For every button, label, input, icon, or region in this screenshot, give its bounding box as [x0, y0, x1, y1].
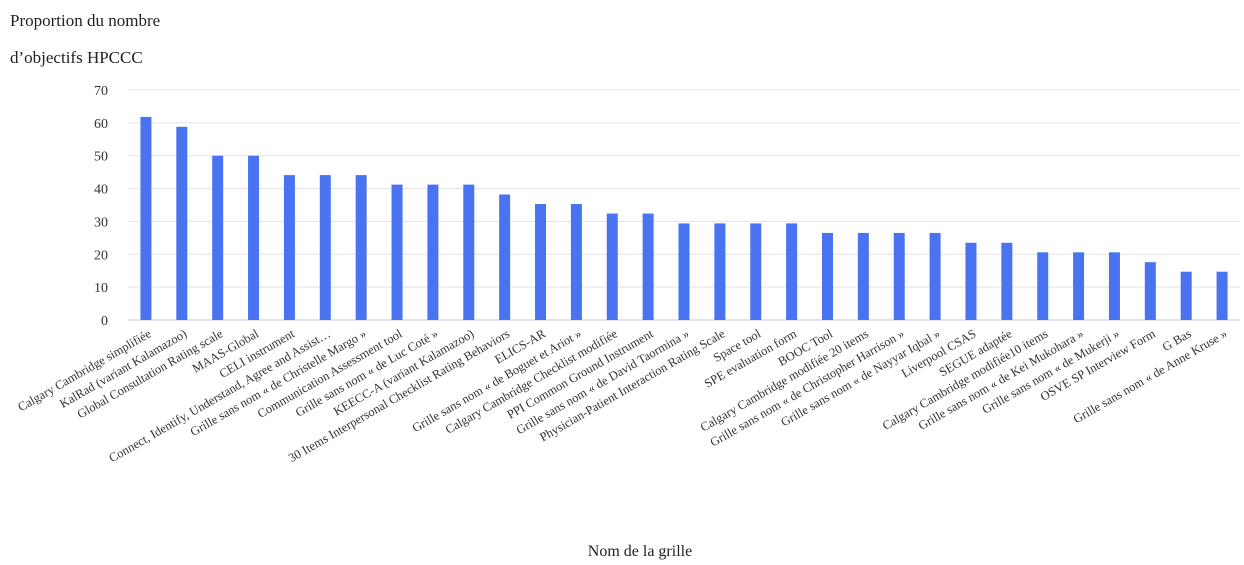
y-axis-ticks: 0 10 20 30 40 50 60 70 [94, 84, 108, 329]
bar [642, 213, 654, 320]
bar [355, 175, 367, 320]
y-axis-title-line1: Proportion du nombre [10, 11, 160, 30]
y-tick-label: 30 [94, 215, 108, 230]
bar [1144, 262, 1156, 320]
bar [499, 194, 511, 320]
bar [678, 223, 690, 320]
bar [857, 232, 869, 320]
bar [1216, 271, 1228, 320]
bar [929, 232, 941, 320]
bar [1108, 252, 1120, 320]
bar [965, 242, 977, 320]
bar [319, 175, 331, 320]
bar [606, 213, 618, 320]
bar [1001, 242, 1013, 320]
bar [463, 184, 475, 320]
bar [391, 184, 403, 320]
y-tick-label: 50 [94, 150, 108, 165]
bar [714, 223, 726, 320]
y-tick-label: 60 [94, 117, 108, 132]
y-tick-label: 0 [101, 314, 108, 329]
bar [427, 184, 439, 320]
y-tick-label: 20 [94, 248, 108, 263]
y-axis-title-line2: d’objectifs HPCCC [10, 48, 143, 67]
bar [570, 204, 582, 320]
bar [786, 223, 798, 320]
bar [1037, 252, 1049, 320]
x-axis-title: Nom de la grille [588, 543, 692, 560]
y-tick-label: 40 [94, 183, 108, 198]
bars [140, 116, 1228, 320]
bar [212, 155, 224, 320]
bar [1180, 271, 1192, 320]
bar [821, 232, 833, 320]
bar [283, 175, 295, 320]
bar [176, 126, 188, 320]
bar [750, 223, 762, 320]
y-tick-label: 10 [94, 281, 108, 296]
bar [248, 155, 260, 320]
y-tick-label: 70 [94, 84, 108, 99]
bar [535, 204, 547, 320]
bar [140, 116, 152, 320]
bar [893, 232, 905, 320]
bar [1073, 252, 1085, 320]
